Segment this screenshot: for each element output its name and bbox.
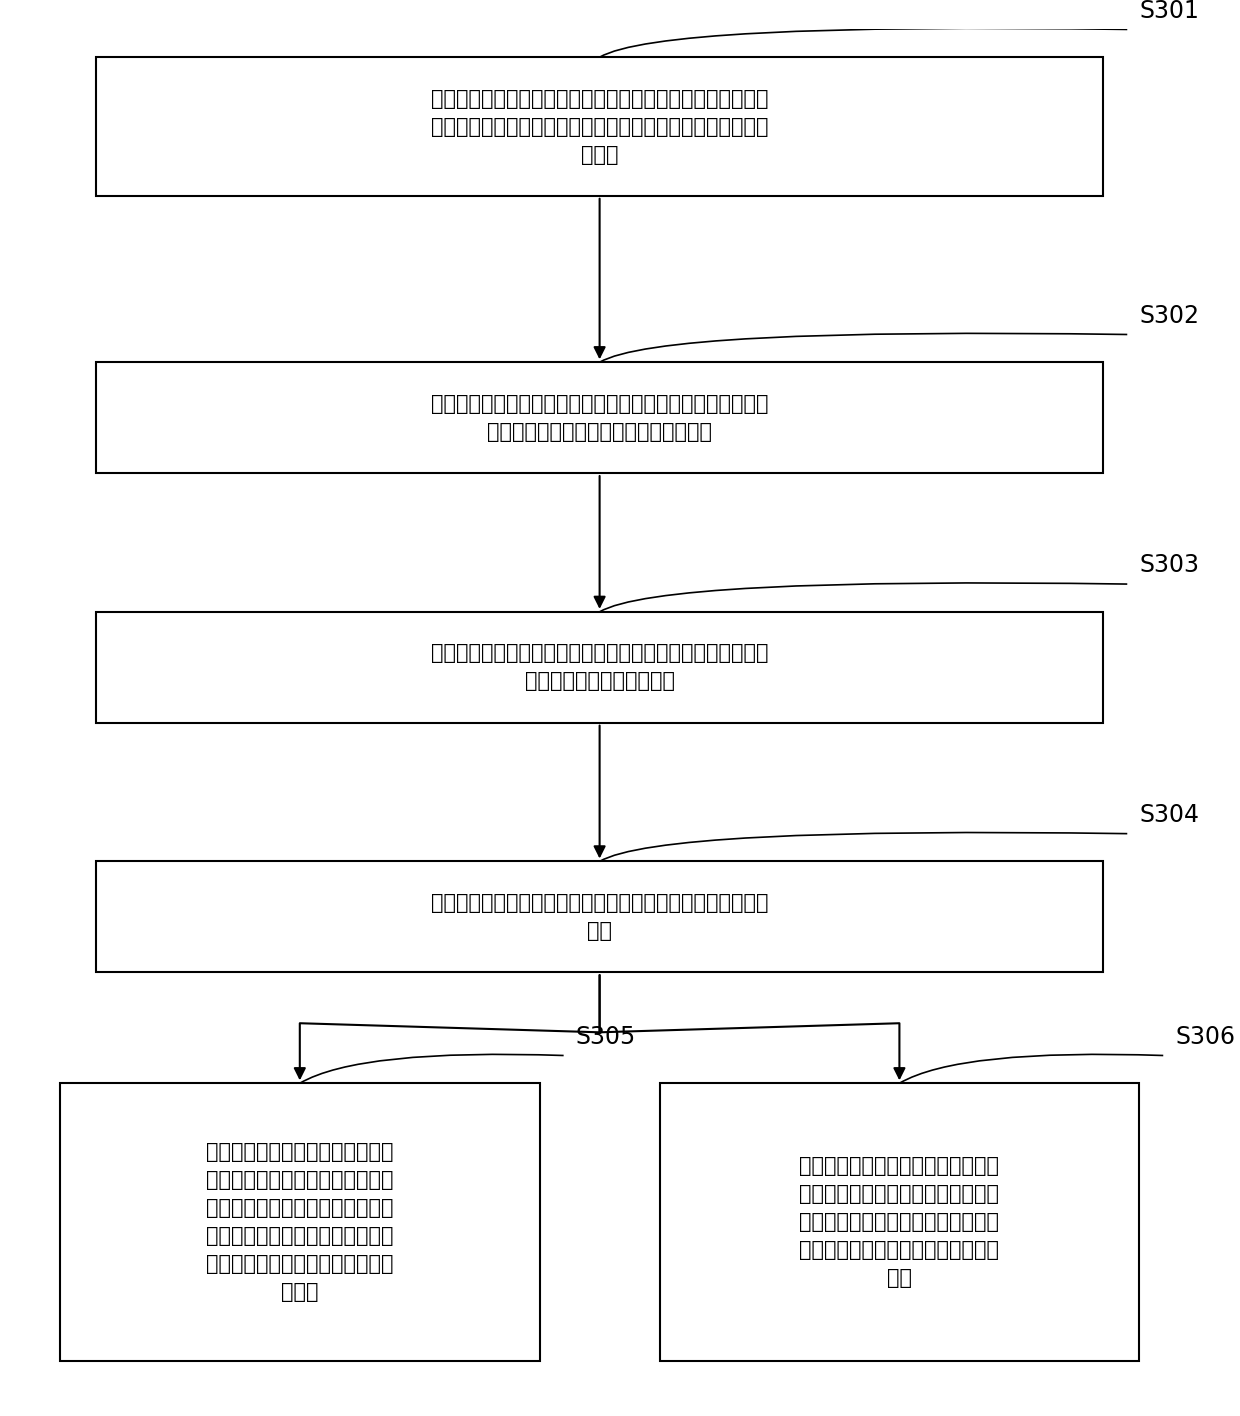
Text: 根据确定的所述相机的偏转方向获取所述光学防抖模组在所述
偏转方向上的最大补偿角度: 根据确定的所述相机的偏转方向获取所述光学防抖模组在所述 偏转方向上的最大补偿角度 [430,643,769,691]
Text: S303: S303 [1140,554,1199,578]
FancyBboxPatch shape [95,57,1104,195]
FancyBboxPatch shape [95,861,1104,973]
Text: 若所述相机的偏转角度大于或等于所
述偏转方向上的最大补偿角度，则根
据所述偏转方向对应的最大移动距离
以及所述偏转方向控制所述悬浮镜头
移动: 若所述相机的偏转角度大于或等于所 述偏转方向上的最大补偿角度，则根 据所述偏转方… [800,1155,999,1289]
FancyBboxPatch shape [660,1083,1140,1361]
Text: 基于所述光学防抖模组中悬浮镜头在任意方向上的最大移动距
离，确定所述光学防抖模组在相机的任意偏转方向上的最大补
偿角度: 基于所述光学防抖模组中悬浮镜头在任意方向上的最大移动距 离，确定所述光学防抖模组… [430,89,769,164]
FancyBboxPatch shape [95,362,1104,473]
Text: 若所述相机的偏转角度小于所述偏
转方向上的最大补偿角度，则根据
所述相机的偏转角度计算所述悬浮
镜头的偏移量，并根据所述偏移量
以及所述偏转方向控制所述悬浮镜
: 若所述相机的偏转角度小于所述偏 转方向上的最大补偿角度，则根据 所述相机的偏转角… [206,1141,393,1301]
Text: 若接收到拍照指令，则通过陀螺仪确定所述光学防抖模组所在
的相机拍照时抖动的偏转方向和偏转角度: 若接收到拍照指令，则通过陀螺仪确定所述光学防抖模组所在 的相机拍照时抖动的偏转方… [430,394,769,442]
Text: 判断所述相机的偏转角度是否小于所述偏转方向上的最大补偿
角度: 判断所述相机的偏转角度是否小于所述偏转方向上的最大补偿 角度 [430,893,769,940]
Text: S302: S302 [1140,303,1199,327]
Text: S306: S306 [1176,1025,1235,1049]
Text: S304: S304 [1140,803,1199,827]
Text: S301: S301 [1140,0,1199,23]
FancyBboxPatch shape [60,1083,539,1361]
Text: S305: S305 [575,1025,636,1049]
FancyBboxPatch shape [95,612,1104,722]
